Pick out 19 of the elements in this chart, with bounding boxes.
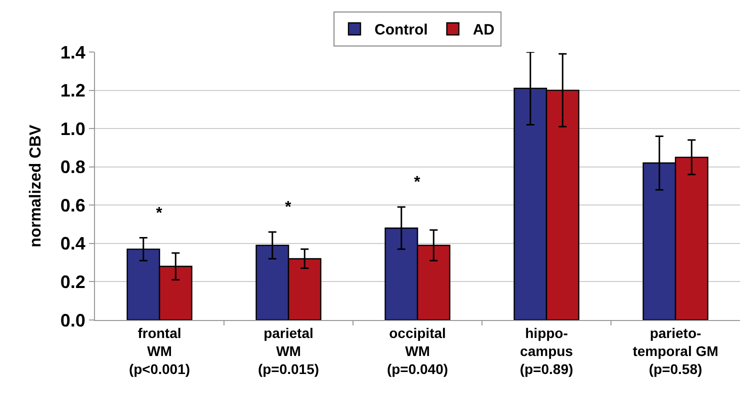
y-tick-label: 0.2 <box>60 272 86 292</box>
y-tick-label: 0.6 <box>60 195 86 216</box>
y-tick-label: 1.0 <box>60 118 86 139</box>
x-tick-label: hippo- campus (p=0.89) <box>520 324 574 378</box>
y-tick-label: 0.0 <box>60 310 86 330</box>
x-tick-label: parieto- temporal GM (p=0.58) <box>632 324 718 378</box>
y-tick-label: 1.4 <box>60 42 86 62</box>
y-tick-label: 1.2 <box>60 80 86 101</box>
y-axis-title: normalized CBV <box>27 124 44 248</box>
legend-label: Control <box>374 22 428 39</box>
annotation: * <box>285 199 292 216</box>
legend-label: AD <box>472 22 495 39</box>
y-tick-label: 0.4 <box>60 234 86 254</box>
x-tick-label: occipital WM (p=0.040) <box>386 324 448 378</box>
annotation: * <box>414 174 421 191</box>
x-tick-label: frontal WM (p<0.001) <box>128 324 190 378</box>
x-tick-label: parietal WM (p=0.015) <box>258 324 320 378</box>
annotation: * <box>156 205 163 222</box>
y-tick-label: 0.8 <box>60 157 86 178</box>
